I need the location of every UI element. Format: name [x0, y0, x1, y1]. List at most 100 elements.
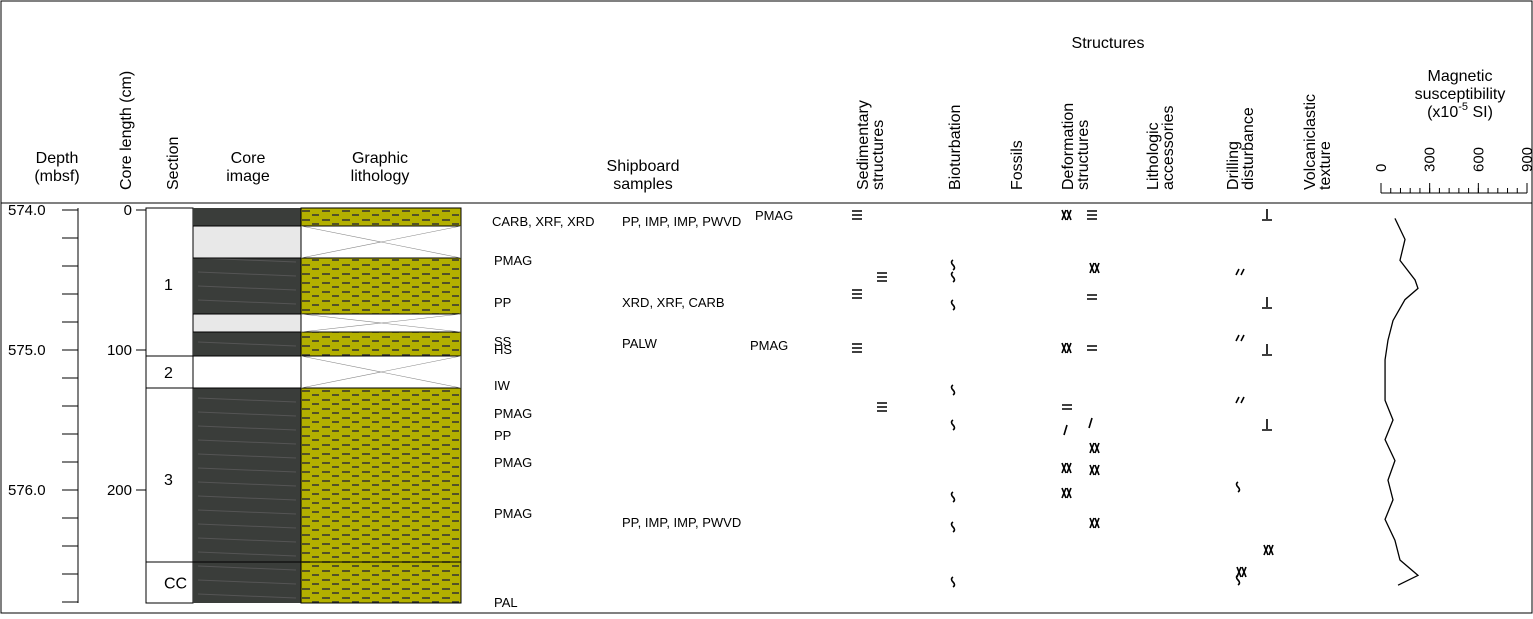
section-label: CC — [164, 576, 187, 593]
structure-column-header: Bioturbation — [947, 105, 964, 190]
structure-column-header: texture — [1317, 141, 1334, 190]
structure-symbol — [1263, 544, 1274, 556]
structure-symbol — [1061, 209, 1072, 221]
void-cross — [300, 313, 462, 333]
structure-symbol — [1235, 268, 1245, 276]
core-image-header: Core — [231, 150, 266, 167]
core-crack — [197, 509, 297, 515]
structure-column-header: structures — [1075, 120, 1092, 190]
sample-label: PMAG — [494, 253, 532, 268]
structure-symbol — [1062, 404, 1072, 410]
sample-label: XRD, XRF, CARB — [622, 295, 725, 310]
core-crack — [197, 411, 297, 417]
structure-symbol — [1061, 487, 1072, 499]
structure-symbol — [1235, 334, 1245, 342]
magnetic-header: Magnetic — [1428, 68, 1493, 85]
structure-symbol — [1089, 262, 1100, 274]
sample-label: IW — [494, 378, 511, 393]
section-label: 1 — [164, 277, 173, 294]
structure-symbol — [1088, 417, 1093, 429]
structure-symbol — [1087, 210, 1097, 220]
structure-symbol — [950, 491, 956, 503]
core-image — [193, 208, 301, 603]
structure-symbol — [852, 289, 862, 299]
structure-column-header: Lithologic — [1145, 122, 1162, 190]
mag-curve — [1384, 218, 1420, 586]
structure-column-header: Deformation — [1060, 103, 1077, 190]
structure-symbol — [950, 259, 956, 271]
structure-column-header: Fossils — [1009, 140, 1026, 190]
sample-label: PALW — [622, 336, 658, 351]
core-crack — [197, 579, 297, 585]
section-header: Section — [165, 137, 182, 190]
core-crack — [197, 439, 297, 445]
structures-title: Structures — [1072, 35, 1145, 52]
structure-symbol — [1235, 481, 1241, 493]
mag-tick-label: 0 — [1373, 164, 1390, 172]
core-crack — [197, 453, 297, 459]
structure-symbol — [950, 576, 956, 588]
structure-symbol — [1087, 345, 1097, 351]
structure-symbol — [852, 210, 862, 220]
unit-part: -5 — [1458, 101, 1468, 113]
mag-tick-label: 900 — [1519, 147, 1533, 172]
section-box — [145, 387, 194, 563]
core-length-label: 100 — [107, 342, 132, 359]
structure-symbol — [1087, 294, 1097, 300]
structure-symbol — [950, 521, 956, 533]
core-crack — [197, 551, 297, 557]
structure-symbol — [1063, 424, 1068, 436]
lithology-header: lithology — [351, 168, 410, 185]
core-crack — [197, 397, 297, 403]
section-label: 3 — [164, 472, 173, 489]
core-crack — [197, 257, 297, 263]
core-crack — [197, 593, 297, 599]
structure-column-header: structures — [870, 120, 887, 190]
sample-label: SS — [494, 334, 512, 349]
structure-symbol — [877, 402, 887, 412]
sample-label: PMAG — [494, 506, 532, 521]
structure-symbol — [1262, 344, 1272, 356]
core-image-header: image — [226, 168, 270, 185]
unit-part: (x10 — [1427, 104, 1458, 121]
structure-symbol — [950, 299, 956, 311]
mag-tick-label: 600 — [1470, 147, 1487, 172]
structure-symbol — [1061, 342, 1072, 354]
sample-label: PMAG — [494, 455, 532, 470]
structure-symbol — [1235, 574, 1241, 586]
core-crack — [197, 425, 297, 431]
section-box — [145, 561, 194, 604]
sample-label: PMAG — [750, 338, 788, 353]
sample-label: PP — [494, 428, 511, 443]
sample-label: PP, IMP, IMP, PWVD — [622, 515, 741, 530]
core-crack — [197, 481, 297, 487]
magnetic-unit: (x10-5 SI) — [1427, 101, 1493, 121]
sample-label: PAL — [494, 595, 518, 610]
core-crack — [197, 565, 297, 571]
core-length-label: 200 — [107, 482, 132, 499]
core-crack — [197, 271, 297, 277]
structure-symbol — [1089, 517, 1100, 529]
mag-tick-label: 300 — [1422, 147, 1439, 172]
structure-symbol — [1089, 442, 1100, 454]
sample-label: PP, IMP, IMP, PWVD — [622, 214, 741, 229]
lithology — [300, 207, 462, 604]
depth-header: (mbsf) — [34, 168, 79, 185]
core-length-label: 0 — [124, 202, 132, 219]
structure-symbol — [950, 419, 956, 431]
structure-column-header: disturbance — [1240, 107, 1257, 190]
structure-column-header: Sedimentary — [855, 100, 872, 190]
depth-label: 576.0 — [8, 482, 46, 499]
core-void — [192, 313, 302, 333]
sample-label: PP — [494, 295, 511, 310]
structure-symbol — [1262, 209, 1272, 221]
core-crack — [197, 285, 297, 291]
structure-symbol — [877, 272, 887, 282]
structure-symbol — [950, 271, 956, 283]
structure-symbol — [950, 384, 956, 396]
structure-symbol — [1061, 462, 1072, 474]
sample-label: CARB, XRF, XRD — [492, 214, 595, 229]
core-void — [192, 355, 302, 389]
